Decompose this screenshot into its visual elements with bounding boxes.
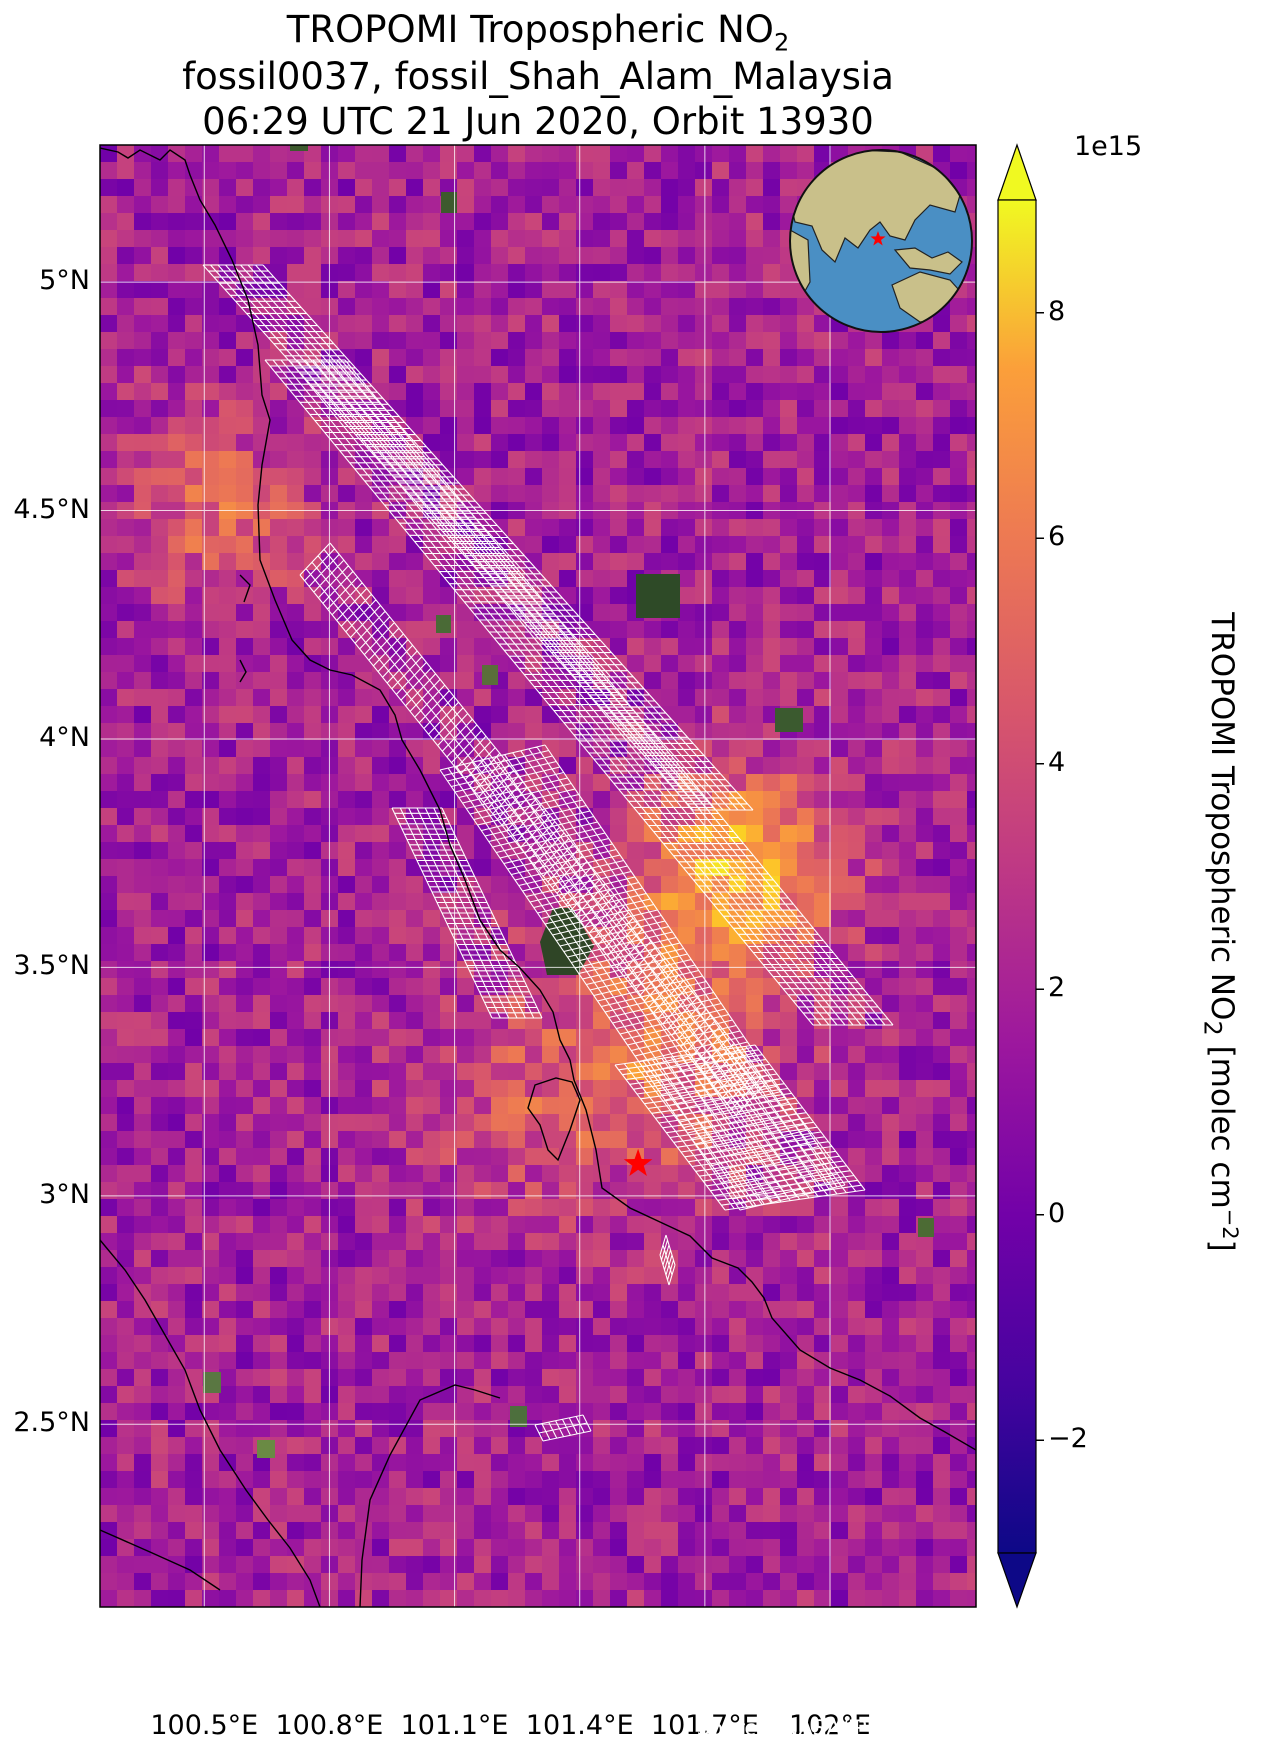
colorbar-tick-label: 0 bbox=[1048, 1197, 1066, 1229]
credit-created: Created 10 Sep 2024 bbox=[742, 1691, 965, 1715]
title-line-2: fossil0037, fossil_Shah_Alam_Malaysia bbox=[182, 55, 894, 98]
land-patch bbox=[636, 574, 680, 618]
longitude-label: 102°E bbox=[788, 1710, 872, 1741]
land-patch bbox=[290, 145, 308, 151]
colorbar-tick-marks bbox=[1036, 312, 1044, 1441]
sumatra-coastline-2 bbox=[359, 1384, 501, 1607]
no2-pixel-field bbox=[100, 145, 976, 1607]
peninsula-coastline bbox=[100, 147, 976, 1451]
islet-coastline bbox=[239, 574, 251, 603]
colorbar-gradient bbox=[997, 199, 1037, 1554]
latitude-label: 2.5°N bbox=[13, 1407, 90, 1439]
colorbar-tick-label: 8 bbox=[1048, 295, 1066, 327]
longitude-label: 101.7°E bbox=[650, 1710, 759, 1741]
islet-coastline bbox=[239, 659, 247, 683]
gridlines bbox=[100, 145, 976, 1607]
coastlines bbox=[100, 147, 976, 1607]
colorbar-extend-max bbox=[997, 143, 1037, 201]
latitude-label: 3.5°N bbox=[13, 950, 90, 982]
land-patch bbox=[775, 708, 803, 732]
longitude-label: 101.1°E bbox=[400, 1710, 509, 1741]
latitude-label: 5°N bbox=[39, 265, 90, 297]
colorbar-tick-label: 6 bbox=[1048, 521, 1066, 553]
sumatra-coastline bbox=[100, 1239, 321, 1607]
latitude-label: 4.5°N bbox=[13, 493, 90, 525]
colorbar-extend-min bbox=[997, 1552, 1037, 1609]
sounding-footprints bbox=[202, 264, 894, 1442]
latitude-label: 3°N bbox=[39, 1178, 90, 1210]
longitude-label: 101.4°E bbox=[525, 1710, 634, 1741]
colorbar-exponent: 1e15 bbox=[1074, 131, 1143, 162]
colorbar-tick-label: −2 bbox=[1048, 1423, 1088, 1455]
colorbar bbox=[997, 143, 1044, 1609]
title-line-3: 06:29 UTC 21 Jun 2020, Orbit 13930 bbox=[202, 100, 874, 143]
land-patch bbox=[257, 1440, 275, 1458]
land-patch bbox=[203, 1372, 221, 1393]
sumatra-coastline-3 bbox=[100, 1529, 221, 1591]
latitude-label: 4°N bbox=[39, 721, 90, 753]
colorbar-tick-label: 4 bbox=[1048, 746, 1066, 778]
globe-outline bbox=[789, 149, 973, 333]
longitude-label: 100.5°E bbox=[150, 1710, 259, 1741]
land-patch bbox=[540, 908, 594, 975]
map-frame bbox=[99, 144, 977, 1608]
colorbar-tick-label: 2 bbox=[1048, 972, 1066, 1004]
land-imagery-patches bbox=[203, 145, 934, 1458]
inset-globe bbox=[789, 149, 973, 333]
land-patch bbox=[510, 1406, 527, 1427]
star-icon bbox=[870, 231, 886, 246]
title-line-1: TROPOMI Tropospheric NO2 bbox=[286, 8, 790, 57]
globe-land bbox=[790, 150, 969, 323]
credit-source: Source: NASA/JPL-Caltech bbox=[696, 1716, 965, 1740]
target-marker bbox=[623, 1148, 653, 1176]
land-patch bbox=[482, 665, 498, 685]
land-patch bbox=[918, 1218, 934, 1237]
land-patch bbox=[436, 615, 451, 633]
longitude-label: 100.8°E bbox=[275, 1710, 384, 1741]
colorbar-label: TROPOMI Tropospheric NO2 [molec cm−2] bbox=[1198, 612, 1243, 1252]
star-icon bbox=[623, 1148, 653, 1176]
island-coastline bbox=[527, 1077, 581, 1162]
land-patch bbox=[441, 192, 457, 213]
